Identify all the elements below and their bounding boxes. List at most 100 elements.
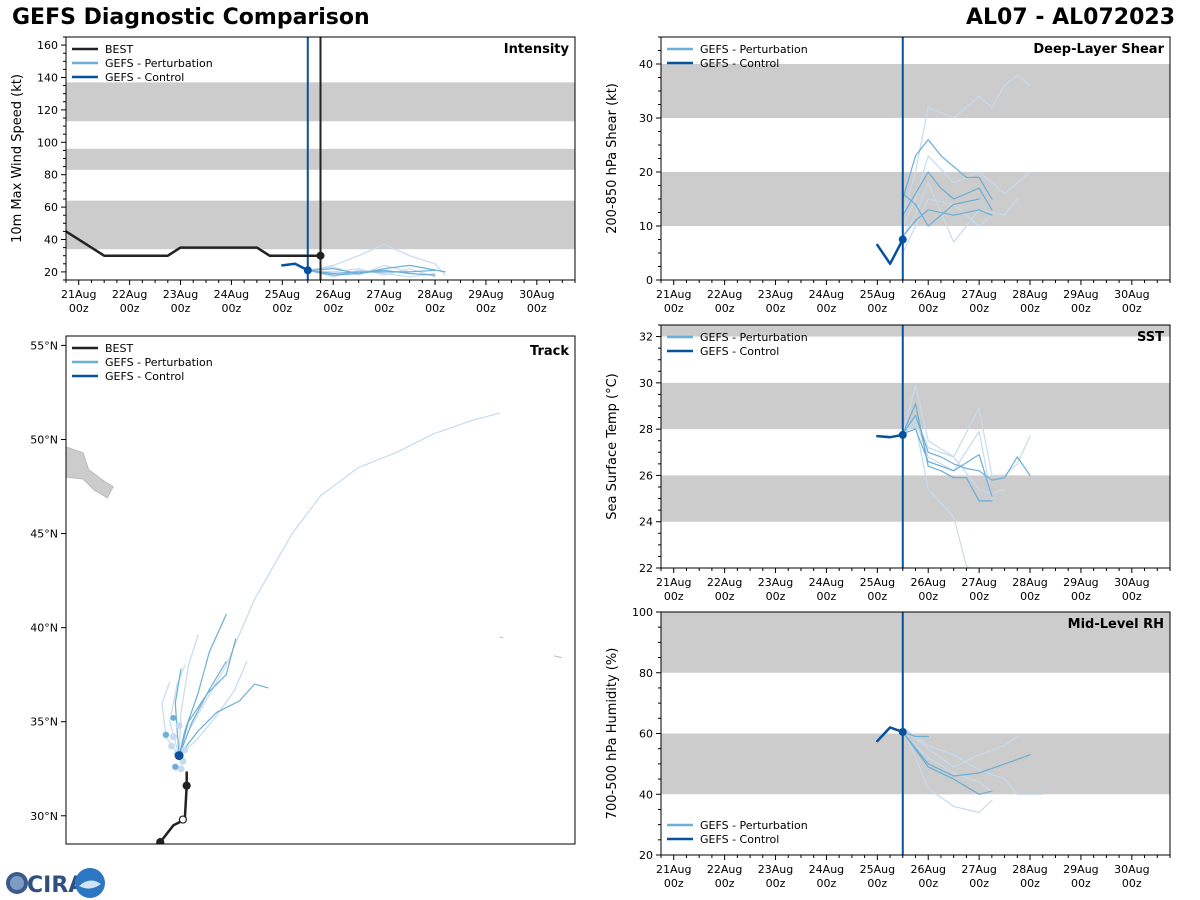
x-tick-hour: 00z xyxy=(817,302,837,315)
x-tick-day: 21Aug xyxy=(656,288,691,301)
x-tick-hour: 00z xyxy=(867,590,887,603)
legend-label: GEFS - Perturbation xyxy=(700,331,808,344)
x-tick-day: 29Aug xyxy=(468,288,503,301)
perturbation-member-line xyxy=(902,403,993,502)
x-tick-hour: 00z xyxy=(1071,877,1091,890)
perturbation-member-line xyxy=(902,726,1044,795)
x-tick-hour: 00z xyxy=(664,302,684,315)
x-tick-hour: 00z xyxy=(766,590,786,603)
lat-tick-label: 40°N xyxy=(30,622,58,635)
page-title-left: GEFS Diagnostic Comparison xyxy=(12,5,370,30)
cira-logo: CIRA xyxy=(6,868,105,898)
plot-area xyxy=(66,37,575,280)
y-axis-label: Sea Surface Temp (°C) xyxy=(605,373,620,520)
y-tick-label: 100 xyxy=(37,136,58,149)
perturbation-member-line xyxy=(902,155,1031,227)
perturbation-start-point xyxy=(168,742,176,750)
plot-area xyxy=(661,612,1170,855)
x-tick-hour: 00z xyxy=(1122,302,1142,315)
island-speck xyxy=(554,655,562,659)
legend-label: GEFS - Control xyxy=(700,345,779,358)
best-track-line xyxy=(66,230,322,257)
y-tick-label: 160 xyxy=(37,39,58,52)
threshold-band xyxy=(661,475,1170,522)
y-tick-label: 140 xyxy=(37,72,58,85)
perturbation-member-line xyxy=(902,419,993,500)
perturbation-member-line xyxy=(902,74,1031,216)
x-tick-day: 22Aug xyxy=(112,288,147,301)
lat-tick-label: 35°N xyxy=(30,716,58,729)
legend-label: GEFS - Control xyxy=(105,71,184,84)
perturbation-member-line xyxy=(902,414,1031,481)
x-tick-day: 23Aug xyxy=(758,288,793,301)
x-tick-hour: 00z xyxy=(1020,877,1040,890)
x-tick-day: 22Aug xyxy=(707,288,742,301)
x-tick-day: 28Aug xyxy=(417,288,452,301)
plot-area xyxy=(661,325,1170,568)
x-tick-hour: 00z xyxy=(1122,590,1142,603)
x-tick-day: 27Aug xyxy=(366,288,401,301)
perturbation-member-line xyxy=(902,731,1031,777)
legend-label: GEFS - Perturbation xyxy=(700,819,808,832)
perturbation-track-line xyxy=(178,660,248,757)
plot-area xyxy=(661,37,1170,280)
x-tick-day: 28Aug xyxy=(1012,576,1047,589)
x-tick-day: 30Aug xyxy=(519,288,554,301)
y-tick-label: 40 xyxy=(639,788,653,801)
x-tick-hour: 00z xyxy=(476,302,496,315)
chart-title: Mid-Level RH xyxy=(1068,617,1164,632)
perturbation-start-point xyxy=(169,733,177,741)
perturbation-member-line xyxy=(902,171,993,216)
lat-tick-label: 50°N xyxy=(30,433,58,446)
x-tick-day: 26Aug xyxy=(910,863,945,876)
island-speck xyxy=(499,636,504,639)
perturbation-start-point xyxy=(181,746,189,754)
x-tick-day: 21Aug xyxy=(61,288,96,301)
x-tick-hour: 00z xyxy=(969,877,989,890)
x-tick-day: 25Aug xyxy=(860,576,895,589)
x-tick-day: 30Aug xyxy=(1114,288,1149,301)
x-tick-hour: 00z xyxy=(867,302,887,315)
y-tick-label: 22 xyxy=(639,562,653,575)
x-tick-hour: 00z xyxy=(120,302,140,315)
y-axis-label: 700-500 hPa Humidity (%) xyxy=(605,648,620,820)
x-tick-hour: 00z xyxy=(1071,590,1091,603)
landmass xyxy=(66,446,114,499)
x-tick-hour: 00z xyxy=(272,302,292,315)
x-tick-hour: 00z xyxy=(425,302,445,315)
perturbation-member-line xyxy=(902,139,993,200)
x-tick-day: 27Aug xyxy=(961,288,996,301)
intensity-chart: 2040608010012014016021Aug00z22Aug00z23Au… xyxy=(10,36,576,315)
perturbation-member-line xyxy=(307,243,446,276)
y-tick-label: 24 xyxy=(639,516,653,529)
control-line xyxy=(281,262,310,272)
y-tick-label: 30 xyxy=(639,377,653,390)
perturbation-member-line xyxy=(902,423,970,568)
x-tick-day: 26Aug xyxy=(910,288,945,301)
x-tick-hour: 00z xyxy=(1020,302,1040,315)
x-tick-hour: 00z xyxy=(664,877,684,890)
control-line xyxy=(876,726,905,743)
sst-chart: 22242628303221Aug00z22Aug00z23Aug00z24Au… xyxy=(605,324,1171,603)
x-tick-hour: 00z xyxy=(171,302,191,315)
perturbation-member-line xyxy=(902,209,993,238)
threshold-band xyxy=(661,612,1170,673)
x-tick-day: 22Aug xyxy=(707,576,742,589)
x-tick-day: 27Aug xyxy=(961,863,996,876)
control-line xyxy=(876,433,905,439)
map-frame xyxy=(65,335,576,845)
perturbation-track-line xyxy=(178,660,227,757)
x-tick-hour: 00z xyxy=(1071,302,1091,315)
control-point xyxy=(174,751,184,761)
y-tick-label: 100 xyxy=(632,606,653,619)
x-tick-hour: 00z xyxy=(527,302,547,315)
x-tick-day: 29Aug xyxy=(1063,288,1098,301)
x-tick-day: 24Aug xyxy=(214,288,249,301)
perturbation-start-point xyxy=(172,763,179,770)
x-tick-hour: 00z xyxy=(1020,590,1040,603)
rh-chart: 2040608010021Aug00z22Aug00z23Aug00z24Aug… xyxy=(605,606,1171,890)
best-point xyxy=(316,251,325,260)
perturbation-member-line xyxy=(902,182,1018,243)
legend-label: GEFS - Perturbation xyxy=(105,57,213,70)
